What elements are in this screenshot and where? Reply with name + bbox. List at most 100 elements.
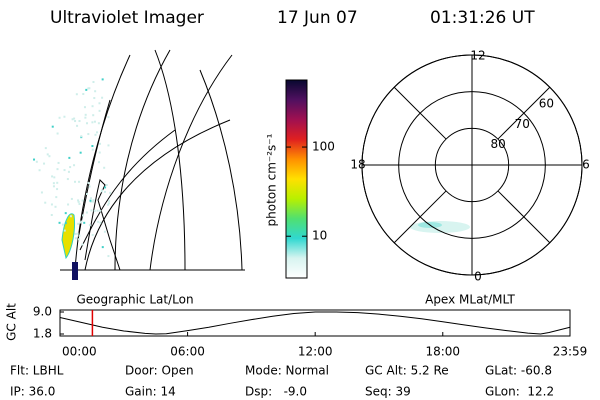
speckle [83, 221, 86, 224]
speckle [88, 185, 91, 188]
speckle [87, 87, 90, 90]
y-tick-label: 1.8 [33, 327, 52, 341]
parallel [79, 129, 176, 251]
speckle [66, 178, 69, 181]
lat-label: 80 [490, 137, 505, 151]
speckle [91, 145, 94, 148]
speckle [67, 203, 70, 206]
speckle [104, 186, 107, 189]
y-tick-label: 9.0 [33, 305, 52, 319]
aurora-core [72, 262, 78, 280]
speckle [63, 169, 66, 172]
x-tick-label: 12:00 [298, 345, 333, 359]
speckle [91, 233, 94, 236]
meridian [199, 69, 243, 271]
speckle [88, 224, 91, 227]
speckle [54, 205, 57, 208]
speckle [78, 203, 81, 206]
speckle [83, 106, 86, 109]
speckle [64, 222, 67, 225]
colorbar-tick-label: 100 [312, 140, 335, 154]
speckle [98, 102, 101, 105]
colorbar-label: photon cm⁻²s⁻¹ [265, 133, 279, 226]
speckle [38, 169, 41, 172]
speckle [99, 209, 102, 212]
speckle [61, 223, 64, 226]
mlt-label: 0 [474, 270, 482, 284]
speckle [74, 120, 77, 123]
speckle [98, 161, 101, 164]
speckle [86, 122, 89, 125]
status-text: Gain: 14 [125, 385, 176, 399]
speckle [98, 151, 101, 154]
status-text: GLat: -60.8 [485, 364, 552, 378]
colorbar-tick-label: 10 [312, 229, 327, 243]
speckle [85, 211, 88, 214]
speckle [44, 147, 47, 150]
speckle [98, 109, 101, 112]
geographic-map [33, 49, 245, 280]
speckle [70, 197, 73, 200]
speckle [88, 87, 91, 90]
speckle [80, 135, 83, 138]
meridian [149, 54, 233, 271]
speckle [101, 78, 104, 81]
speckle [77, 222, 80, 225]
speckle [56, 132, 59, 135]
speckle [87, 182, 90, 185]
speckle [40, 191, 43, 194]
speckle [78, 180, 81, 183]
speckle [103, 166, 106, 169]
speckle [91, 148, 94, 151]
speckle [63, 115, 66, 118]
speckle [58, 221, 61, 224]
colorbar [285, 79, 308, 279]
speckle [67, 170, 70, 173]
aurora-patch [61, 213, 75, 260]
speckle [50, 214, 53, 217]
speckle [89, 197, 92, 200]
status-text: Mode: Normal [245, 364, 329, 378]
speckle [99, 142, 102, 145]
speckle [99, 221, 102, 224]
speckle [94, 90, 97, 93]
speckle [92, 114, 95, 117]
speckle [107, 116, 110, 119]
speckle [63, 229, 66, 232]
speckle [77, 199, 80, 202]
status-text: Flt: LBHL [10, 364, 64, 378]
speckle [90, 209, 93, 212]
altitude-line [59, 311, 571, 335]
speckle [78, 120, 81, 123]
speckle [73, 117, 76, 120]
status-panel: Flt: LBHL Door: Open Mode: Normal GC Alt: 5… [10, 364, 554, 399]
speckle [50, 203, 53, 206]
speckle [76, 124, 79, 127]
speckle [94, 133, 97, 136]
speckle [51, 175, 54, 178]
speckle [52, 182, 55, 185]
speckle [57, 161, 60, 164]
mlt-label: 12 [470, 49, 485, 63]
speckle [71, 118, 74, 121]
speckle [69, 215, 72, 218]
time: 01:31:26 UT [430, 8, 535, 28]
speckle [85, 193, 88, 196]
speckle [74, 232, 77, 235]
speckle [107, 203, 110, 206]
speckle [93, 209, 96, 212]
x-tick-label: 06:00 [170, 345, 205, 359]
lat-circle [361, 54, 583, 276]
meridian [154, 49, 186, 271]
speckle [109, 191, 112, 194]
speckle [101, 246, 104, 249]
status-text: GLon: 12.2 [485, 385, 554, 399]
status-text: Door: Open [125, 364, 194, 378]
speckle [78, 234, 81, 237]
speckle [53, 176, 56, 179]
speckle [35, 160, 38, 163]
speckle [97, 220, 100, 223]
speckle [84, 113, 87, 116]
speckle [97, 122, 100, 125]
mlt-label: 6 [582, 158, 590, 172]
